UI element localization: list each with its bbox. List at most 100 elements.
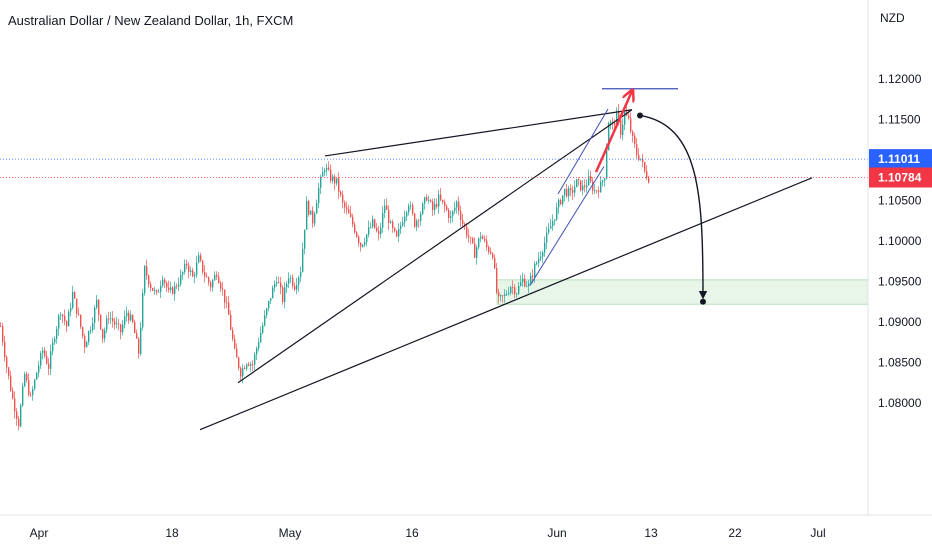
candle-body (344, 202, 346, 208)
candle-body (568, 188, 570, 197)
candle-body (22, 386, 24, 406)
candle-body (96, 299, 98, 308)
candle-body (34, 379, 36, 390)
candle-body (176, 285, 178, 287)
candle-body (320, 176, 322, 188)
candle-body (642, 158, 644, 163)
candle-body (482, 236, 484, 239)
x-tick-label: Jun (547, 526, 566, 540)
candle-body (306, 200, 308, 230)
candle-body (230, 314, 232, 330)
candle-body (152, 287, 154, 291)
candle-body (196, 262, 198, 275)
candle-body (336, 178, 338, 184)
time-axis[interactable]: Apr 18 May 16 Jun 13 22 Jul (30, 526, 826, 540)
candle-body (278, 282, 280, 283)
candle-body (468, 235, 470, 238)
candle-body (606, 150, 608, 179)
candle-body (538, 258, 540, 263)
candle-body (140, 327, 142, 354)
candle-body (388, 209, 390, 224)
candle-body (420, 214, 422, 221)
x-tick-label: 18 (165, 526, 179, 540)
candle-body (396, 230, 398, 237)
candle-body (136, 333, 138, 339)
candle-body (16, 411, 18, 419)
candle-body (370, 226, 372, 228)
drawings-layer[interactable] (199, 89, 813, 431)
price-axis[interactable]: 1.08000 1.08500 1.09000 1.09500 1.10000 1.105… (878, 72, 922, 410)
candle-body (188, 265, 190, 272)
candle-body (232, 329, 234, 340)
candle-body (296, 284, 298, 290)
candle-body (454, 207, 456, 212)
candle-body (460, 211, 462, 221)
candle-body (44, 350, 46, 357)
candle-body (366, 234, 368, 242)
candle-body (612, 121, 614, 123)
candle-body (106, 318, 108, 331)
candle-body (76, 298, 78, 314)
candle-body (594, 190, 596, 192)
candle-body (68, 311, 70, 327)
candle-body (498, 292, 500, 297)
candle-body (300, 271, 302, 278)
y-tick-label: 1.10000 (878, 234, 922, 248)
candle-body (448, 210, 450, 219)
candle-body (494, 257, 496, 269)
candle-body (506, 294, 508, 295)
candle-body (324, 170, 326, 173)
candle-body (620, 120, 622, 136)
candle-body (422, 203, 424, 215)
candle-body (604, 178, 606, 181)
candle-body (298, 277, 300, 285)
candle-body (84, 335, 86, 348)
candle-body (534, 263, 536, 277)
candle-body (452, 211, 454, 217)
candle-body (528, 283, 530, 287)
candle-body (208, 277, 210, 283)
candle-body (552, 221, 554, 227)
x-tick-label: 13 (644, 526, 658, 540)
candle-body (340, 191, 342, 195)
candle-body (174, 285, 176, 294)
candle-body (86, 342, 88, 348)
candle-body (638, 154, 640, 160)
candle-body (634, 135, 636, 145)
candle-body (512, 287, 514, 288)
candle-body (146, 266, 148, 276)
candle-body (432, 201, 434, 211)
price-tag-box (869, 167, 932, 188)
candle-body (636, 144, 638, 155)
candle-body (166, 282, 168, 288)
candle-body (100, 314, 102, 330)
candle-body (170, 287, 172, 290)
candle-body (530, 275, 532, 284)
candle-body (2, 326, 4, 343)
price-tag-label: 1.10784 (878, 170, 922, 184)
candle-body (354, 224, 356, 233)
support-trendline-1 (237, 109, 633, 384)
candle-body (364, 241, 366, 245)
candle-body (102, 329, 104, 339)
candle-body (350, 213, 352, 217)
candle-body (122, 324, 124, 333)
candle-body (522, 278, 524, 283)
candle-body (134, 321, 136, 334)
candle-body (348, 209, 350, 214)
candle-body (584, 185, 586, 188)
candle-body (380, 227, 382, 235)
candle-body (82, 326, 84, 336)
candle-body (288, 278, 290, 284)
candle-body (162, 279, 164, 286)
candle-body (456, 201, 458, 208)
candle-body (210, 282, 212, 288)
candle-body (580, 180, 582, 191)
candle-body (524, 278, 526, 287)
x-tick-label: May (279, 526, 302, 540)
candle-body (392, 221, 394, 228)
candle-body (286, 283, 288, 288)
resistance-line (324, 109, 633, 157)
candle-body (130, 315, 132, 321)
